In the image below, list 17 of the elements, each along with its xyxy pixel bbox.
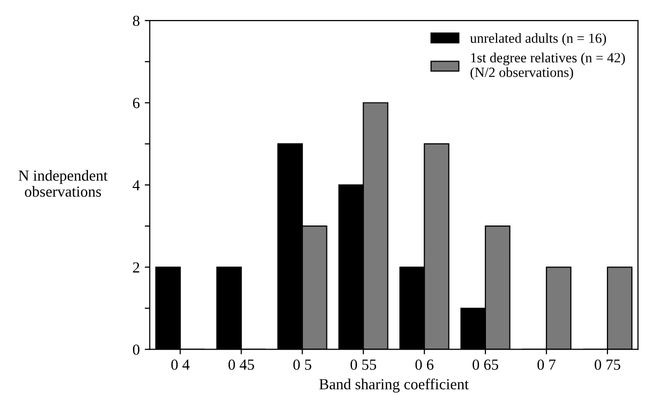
x-tick-label: 0 4 (171, 360, 190, 370)
x-tick-label: 0 5 (293, 360, 312, 370)
y-tick-label: 4 (132, 180, 140, 190)
x-tick-label: 0 55 (350, 360, 376, 370)
y-tick-label: 0 (132, 344, 140, 355)
x-tick-label: 0 45 (228, 360, 254, 370)
x-tick-label: 0 7 (537, 360, 556, 370)
x-tick-label: 0 65 (472, 360, 498, 370)
x-tick-label: 0 6 (415, 360, 434, 370)
y-tick-label: 2 (133, 262, 140, 272)
y-tick-label: 6 (133, 98, 140, 108)
y-tick-label: 8 (132, 16, 140, 26)
legend-label: 1st degree relatives (n = 42) (N/2 observations) (470, 52, 625, 80)
x-tick-label: 0 75 (594, 360, 620, 370)
y-axis-title: N independent observations (18, 170, 108, 197)
x-axis-title: Band sharing coefficient (319, 378, 469, 393)
legend-label: unrelated adults (n = 16) (470, 33, 606, 46)
